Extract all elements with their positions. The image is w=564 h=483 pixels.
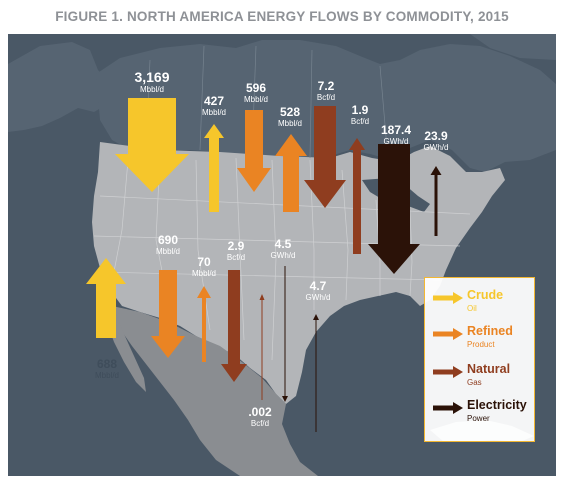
flow-value-canada-us-electricity: 187.4 [381, 123, 411, 137]
flow-arrow-canada-us-electricity [368, 144, 420, 274]
legend-name-crude: Crude [467, 288, 504, 302]
legend-name-electricity: Electricity [467, 398, 527, 412]
flow-unit-us-mexico-refined: Mbbl/d [156, 247, 180, 256]
flow-unit-us-canada-gas: Bcf/d [351, 117, 369, 126]
legend-arrow-electricity [433, 402, 463, 414]
flow-value-mexico-us-electricity: 4.7 [310, 279, 327, 293]
legend-item-electricity: Electricity Power [431, 398, 535, 428]
flow-value-us-mexico-refined: 690 [158, 233, 178, 247]
flow-arrow-canada-us-gas [304, 106, 346, 208]
legend-item-refined: Refined Product [431, 324, 535, 354]
legend: Crude Oil Refined Product Natural Gas El… [424, 277, 535, 442]
greenland-landmass [470, 34, 556, 60]
legend-sub-electricity: Power [467, 414, 490, 423]
flow-arrow-us-mexico-refined [151, 270, 185, 358]
flow-arrows [86, 98, 442, 432]
flow-unit-us-canada-electricity: GWh/d [424, 143, 449, 152]
flow-arrow-us-canada-gas [349, 138, 365, 254]
flow-value-us-canada-gas: 1.9 [352, 103, 369, 117]
flow-value-us-canada-electricity: 23.9 [424, 129, 448, 143]
flow-unit-canada-us-crude: Mbbl/d [140, 85, 164, 94]
flow-unit-mexico-us-crude: Mbbl/d [95, 371, 119, 380]
flow-value-canada-us-refined: 596 [246, 81, 266, 95]
flow-labels: 3,169Mbbl/d427Mbbl/d596Mbbl/d528Mbbl/d7.… [95, 69, 448, 428]
flow-unit-mexico-us-gas: Bcf/d [251, 419, 269, 428]
legend-sub-refined: Product [467, 340, 495, 349]
flow-unit-canada-us-electricity: GWh/d [384, 137, 409, 146]
flow-arrow-us-canada-electricity [430, 166, 442, 236]
legend-item-gas: Natural Gas [431, 362, 535, 392]
flow-unit-canada-us-refined: Mbbl/d [244, 95, 268, 104]
legend-item-crude: Crude Oil [431, 288, 535, 318]
flow-unit-us-mexico-electricity: GWh/d [271, 251, 296, 260]
flow-value-us-mexico-electricity: 4.5 [275, 237, 292, 251]
flow-arrow-us-canada-refined [275, 134, 307, 212]
flow-arrow-mexico-us-refined [197, 286, 211, 362]
flow-value-us-mexico-gas: 2.9 [228, 239, 245, 253]
flow-unit-mexico-us-electricity: GWh/d [306, 293, 331, 302]
legend-arrow-gas [433, 366, 463, 378]
legend-arrow-crude [433, 292, 463, 304]
legend-arrow-refined [433, 328, 463, 340]
flow-value-us-canada-refined: 528 [280, 105, 300, 119]
flow-arrow-mexico-us-crude [86, 258, 126, 338]
flow-value-mexico-us-gas: .002 [248, 405, 272, 419]
figure-title: FIGURE 1. NORTH AMERICA ENERGY FLOWS BY … [55, 9, 509, 24]
flow-arrow-mexico-us-gas [259, 294, 265, 400]
flow-unit-canada-us-gas: Bcf/d [317, 93, 335, 102]
flow-arrow-canada-us-crude [115, 98, 189, 192]
flow-unit-mexico-us-refined: Mbbl/d [192, 269, 216, 278]
flow-value-canada-us-crude: 3,169 [134, 69, 169, 85]
flow-arrow-us-mexico-electricity [282, 266, 288, 402]
alaska-landmass [8, 42, 112, 132]
flow-arrow-canada-us-refined [237, 110, 271, 192]
legend-sub-gas: Gas [467, 378, 482, 387]
flow-value-us-canada-crude: 427 [204, 94, 224, 108]
flow-unit-us-canada-crude: Mbbl/d [202, 108, 226, 117]
flow-value-mexico-us-refined: 70 [197, 255, 211, 269]
flow-unit-us-mexico-gas: Bcf/d [227, 253, 245, 262]
legend-name-gas: Natural [467, 362, 511, 376]
flow-arrow-mexico-us-electricity [313, 314, 319, 432]
flow-arrow-us-mexico-gas [221, 270, 247, 382]
flow-unit-us-canada-refined: Mbbl/d [278, 119, 302, 128]
flow-arrow-us-canada-crude [204, 124, 224, 212]
legend-name-refined: Refined [467, 324, 513, 338]
flow-value-mexico-us-crude: 688 [97, 357, 117, 371]
flow-value-canada-us-gas: 7.2 [318, 79, 335, 93]
legend-sub-crude: Oil [467, 304, 477, 313]
